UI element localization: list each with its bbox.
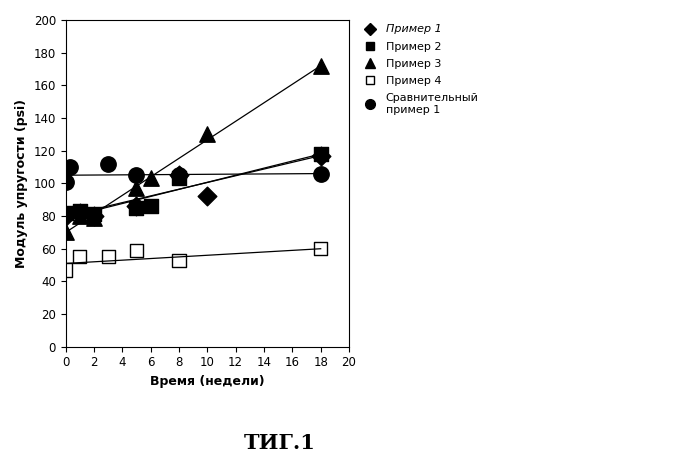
Point (74, 213, 85, 220)
Point (173, 175, 185, 182)
Point (173, 256, 185, 264)
Text: ΤИГ.1: ΤИГ.1 (244, 433, 315, 453)
Point (315, 62, 326, 70)
Point (88, 214, 99, 221)
Point (131, 172, 142, 179)
Point (60, 229, 71, 236)
Point (173, 172, 185, 179)
Point (145, 175, 157, 182)
Point (74, 253, 85, 261)
Point (60, 178, 71, 185)
Point (315, 150, 326, 158)
Point (103, 160, 114, 168)
Point (315, 152, 326, 159)
Y-axis label: Модуль упругости (psi): Модуль упругости (psi) (15, 99, 28, 268)
Point (315, 170, 326, 177)
Point (131, 185, 142, 192)
Point (103, 253, 114, 261)
Point (202, 131, 213, 138)
Point (64, 164, 75, 171)
Point (202, 193, 213, 200)
Point (131, 247, 142, 254)
Point (315, 245, 326, 252)
X-axis label: Время (недели): Время (недели) (150, 375, 265, 388)
Point (88, 211, 99, 218)
Point (145, 202, 157, 210)
Legend: Пример 1, Пример 2, Пример 3, Пример 4, Сравнительный
пример 1: Пример 1, Пример 2, Пример 3, Пример 4, … (354, 20, 483, 120)
Point (173, 172, 185, 179)
Point (88, 213, 99, 220)
Point (60, 266, 71, 273)
Point (74, 207, 85, 215)
Point (60, 209, 71, 217)
Point (131, 202, 142, 210)
Point (60, 213, 71, 220)
Point (74, 209, 85, 217)
Point (131, 204, 142, 212)
